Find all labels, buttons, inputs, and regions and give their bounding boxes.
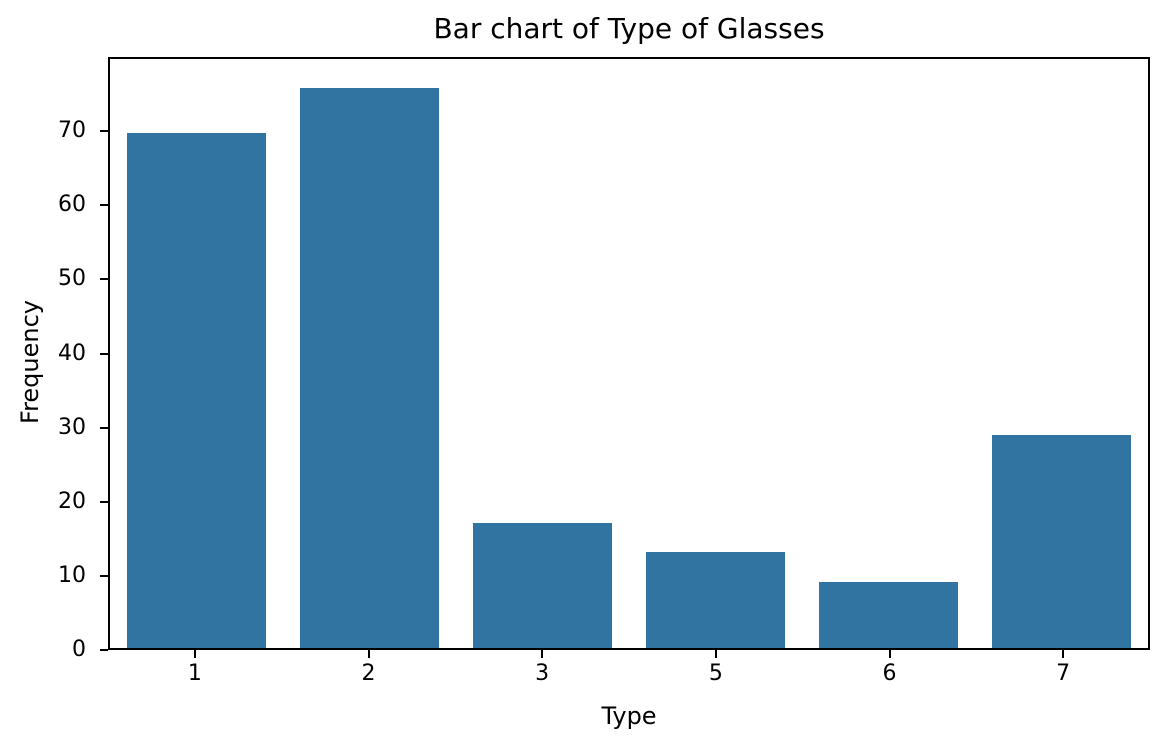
bar-category-7 bbox=[992, 434, 1131, 648]
bar-category-3 bbox=[473, 522, 612, 648]
y-tick-label-20: 20 bbox=[58, 488, 86, 514]
y-tick-mark-40 bbox=[100, 352, 108, 355]
x-tick-mark-2 bbox=[367, 650, 370, 658]
x-tick-label-6: 6 bbox=[882, 661, 897, 686]
y-tick-mark-0 bbox=[100, 649, 108, 651]
chart-title: Bar chart of Type of Glasses bbox=[433, 12, 825, 45]
y-tick-mark-70 bbox=[100, 130, 108, 133]
y-tick-label-10: 10 bbox=[58, 562, 86, 588]
x-axis-label: Type bbox=[601, 702, 657, 730]
y-tick-mark-10 bbox=[100, 574, 108, 577]
plot-area bbox=[108, 57, 1150, 650]
y-tick-label-30: 30 bbox=[58, 414, 86, 440]
y-tick-label-0: 0 bbox=[72, 637, 86, 662]
y-tick-mark-20 bbox=[100, 500, 108, 503]
x-tick-label-5: 5 bbox=[708, 661, 723, 686]
y-tick-label-70: 70 bbox=[58, 118, 86, 144]
y-tick-mark-60 bbox=[100, 204, 108, 207]
x-tick-mark-3 bbox=[541, 650, 544, 658]
x-tick-label-1: 1 bbox=[187, 661, 202, 686]
y-tick-mark-50 bbox=[100, 278, 108, 281]
x-tick-mark-5 bbox=[714, 650, 717, 658]
x-tick-mark-7 bbox=[1062, 650, 1065, 658]
x-tick-mark-6 bbox=[888, 650, 891, 658]
y-tick-label-60: 60 bbox=[58, 192, 86, 218]
bar-category-2 bbox=[300, 88, 439, 648]
bar-category-5 bbox=[646, 552, 785, 648]
y-tick-mark-30 bbox=[100, 426, 108, 429]
bar-category-1 bbox=[127, 132, 266, 648]
x-tick-label-7: 7 bbox=[1056, 661, 1071, 686]
x-tick-label-2: 2 bbox=[361, 661, 376, 686]
y-tick-label-40: 40 bbox=[58, 340, 86, 366]
bar-category-6 bbox=[819, 581, 958, 648]
y-tick-label-50: 50 bbox=[58, 266, 86, 292]
x-tick-mark-1 bbox=[193, 650, 196, 658]
x-tick-label-3: 3 bbox=[535, 661, 550, 686]
